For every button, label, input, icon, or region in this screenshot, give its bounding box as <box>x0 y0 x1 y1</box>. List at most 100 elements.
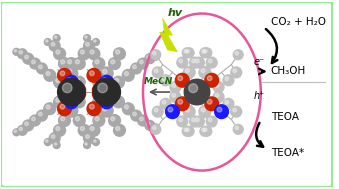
Circle shape <box>94 140 96 142</box>
Circle shape <box>213 91 224 102</box>
Circle shape <box>53 35 60 42</box>
Circle shape <box>131 110 142 121</box>
Circle shape <box>32 117 35 121</box>
Circle shape <box>23 120 34 131</box>
Circle shape <box>51 42 55 46</box>
Circle shape <box>168 107 173 112</box>
Circle shape <box>140 60 143 64</box>
Circle shape <box>233 124 243 134</box>
Circle shape <box>207 99 212 104</box>
Circle shape <box>58 68 72 82</box>
Circle shape <box>73 84 85 96</box>
Circle shape <box>75 86 80 90</box>
Circle shape <box>186 128 190 132</box>
Circle shape <box>25 122 28 126</box>
Circle shape <box>75 60 80 64</box>
Circle shape <box>88 48 100 60</box>
Circle shape <box>103 107 107 111</box>
Circle shape <box>100 67 113 80</box>
Circle shape <box>122 70 134 81</box>
Circle shape <box>178 76 183 81</box>
Circle shape <box>215 84 219 87</box>
Circle shape <box>84 35 91 42</box>
Circle shape <box>235 52 238 55</box>
Circle shape <box>45 140 48 142</box>
Circle shape <box>231 67 242 78</box>
Text: TEOA: TEOA <box>271 112 299 122</box>
Circle shape <box>93 78 120 106</box>
Circle shape <box>113 96 124 108</box>
Circle shape <box>13 48 20 55</box>
Circle shape <box>98 83 107 93</box>
Circle shape <box>192 118 195 122</box>
Circle shape <box>14 130 17 132</box>
Circle shape <box>65 58 77 70</box>
Circle shape <box>95 90 99 94</box>
Circle shape <box>115 98 119 102</box>
Circle shape <box>160 98 171 109</box>
Circle shape <box>231 106 242 117</box>
Circle shape <box>87 68 101 82</box>
Text: hv: hv <box>168 8 183 18</box>
Circle shape <box>90 50 94 54</box>
Circle shape <box>85 36 87 38</box>
Circle shape <box>93 39 99 45</box>
Circle shape <box>208 59 212 63</box>
Circle shape <box>62 83 72 93</box>
Circle shape <box>206 116 217 127</box>
Circle shape <box>85 143 87 145</box>
Circle shape <box>19 127 22 131</box>
Circle shape <box>67 78 72 83</box>
Circle shape <box>225 100 229 104</box>
Circle shape <box>54 96 65 108</box>
Circle shape <box>73 96 85 108</box>
Circle shape <box>75 90 80 94</box>
Circle shape <box>46 105 50 109</box>
Circle shape <box>56 50 60 54</box>
Circle shape <box>199 67 211 78</box>
Circle shape <box>13 129 20 136</box>
Circle shape <box>202 50 205 53</box>
Circle shape <box>152 124 159 131</box>
Circle shape <box>73 88 85 100</box>
Circle shape <box>154 69 158 73</box>
Circle shape <box>44 139 51 146</box>
Circle shape <box>207 76 212 81</box>
Circle shape <box>154 54 156 57</box>
Circle shape <box>14 50 17 52</box>
Circle shape <box>37 110 47 121</box>
Circle shape <box>89 71 94 76</box>
Circle shape <box>61 60 65 64</box>
Circle shape <box>133 65 136 69</box>
Circle shape <box>162 77 166 81</box>
Circle shape <box>147 56 150 59</box>
Circle shape <box>56 126 60 131</box>
Circle shape <box>225 77 229 81</box>
Polygon shape <box>160 19 177 52</box>
Circle shape <box>138 58 148 69</box>
Circle shape <box>147 122 150 126</box>
Circle shape <box>67 107 72 111</box>
Circle shape <box>38 112 42 116</box>
Circle shape <box>44 70 56 81</box>
Circle shape <box>184 128 187 132</box>
Circle shape <box>93 88 105 100</box>
Circle shape <box>89 104 94 109</box>
Circle shape <box>100 95 114 109</box>
Circle shape <box>94 40 96 42</box>
Circle shape <box>17 125 27 135</box>
Circle shape <box>186 50 190 53</box>
Circle shape <box>67 60 72 64</box>
Circle shape <box>131 63 142 74</box>
Circle shape <box>100 104 113 117</box>
Circle shape <box>67 69 72 74</box>
Circle shape <box>116 126 120 131</box>
Circle shape <box>185 108 190 112</box>
Circle shape <box>114 124 125 136</box>
Circle shape <box>175 73 189 87</box>
Circle shape <box>29 115 40 126</box>
Circle shape <box>111 60 115 64</box>
Circle shape <box>88 124 100 136</box>
Circle shape <box>213 82 224 93</box>
Circle shape <box>200 126 210 136</box>
